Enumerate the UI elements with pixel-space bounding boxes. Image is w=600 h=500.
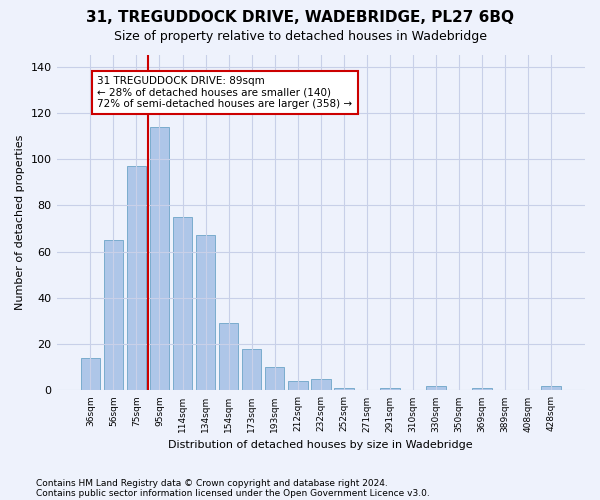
Bar [127, 166, 146, 390]
Text: Contains HM Land Registry data © Crown copyright and database right 2024.: Contains HM Land Registry data © Crown c… [36, 478, 388, 488]
Text: Size of property relative to detached houses in Wadebridge: Size of property relative to detached ho… [113, 30, 487, 43]
Bar [80, 358, 100, 390]
Bar [334, 388, 353, 390]
Text: Contains public sector information licensed under the Open Government Licence v3: Contains public sector information licen… [36, 488, 430, 498]
Bar [265, 368, 284, 390]
Bar [380, 388, 400, 390]
Bar [173, 217, 193, 390]
Bar [311, 379, 331, 390]
Bar [242, 349, 262, 391]
Bar [196, 236, 215, 390]
Text: 31, TREGUDDOCK DRIVE, WADEBRIDGE, PL27 6BQ: 31, TREGUDDOCK DRIVE, WADEBRIDGE, PL27 6… [86, 10, 514, 25]
Bar [288, 381, 308, 390]
Bar [426, 386, 446, 390]
Bar [472, 388, 492, 390]
Y-axis label: Number of detached properties: Number of detached properties [15, 135, 25, 310]
Bar [149, 126, 169, 390]
Bar [104, 240, 123, 390]
Text: 31 TREGUDDOCK DRIVE: 89sqm
← 28% of detached houses are smaller (140)
72% of sem: 31 TREGUDDOCK DRIVE: 89sqm ← 28% of deta… [97, 76, 352, 109]
X-axis label: Distribution of detached houses by size in Wadebridge: Distribution of detached houses by size … [169, 440, 473, 450]
Bar [219, 324, 238, 390]
Bar [541, 386, 561, 390]
